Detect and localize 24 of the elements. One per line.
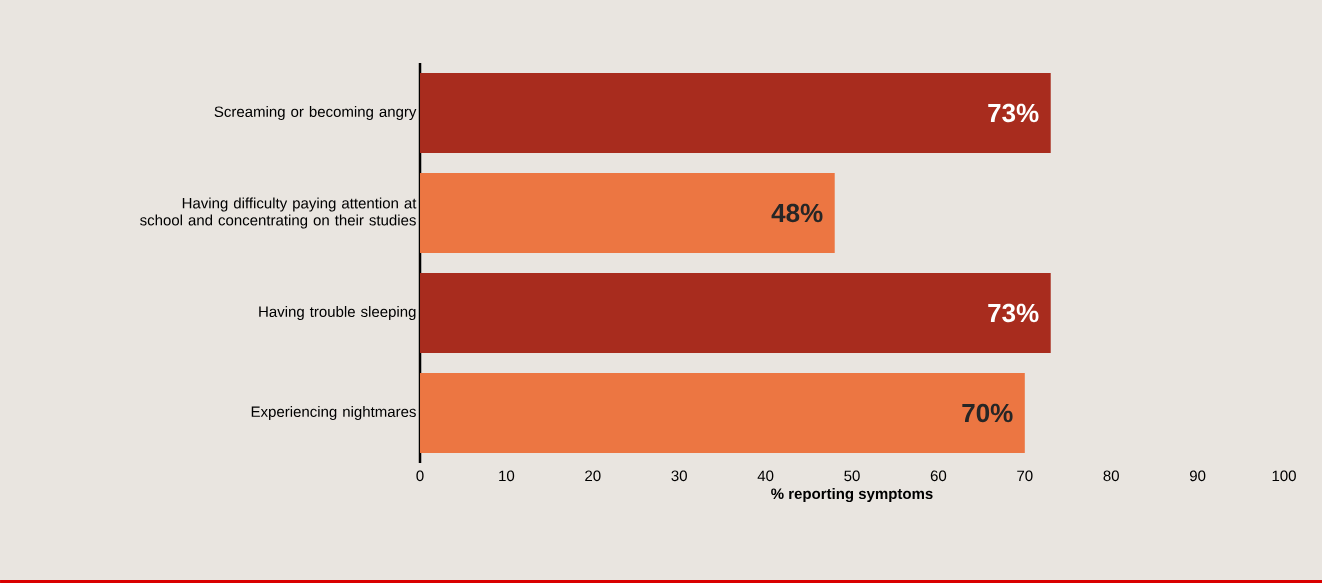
x-tick-label: 70 [1017, 470, 1033, 482]
y-tick-label: Having trouble sleeping [259, 306, 416, 320]
x-tick-label: 60 [930, 470, 947, 482]
data-label: 48% [771, 203, 823, 223]
x-tick-label: 40 [757, 470, 774, 482]
data-label: 73% [988, 103, 1039, 123]
x-tick-label: 30 [671, 470, 687, 482]
bar [420, 172, 835, 253]
x-tick-label: 50 [844, 470, 860, 482]
y-tick-label: Having difficulty paying attention at school and concentrating on their studies [140, 197, 417, 229]
bar [420, 372, 1025, 453]
y-tick-label: Experiencing nightmares [251, 406, 416, 420]
bar [420, 272, 1051, 353]
bar [420, 73, 1051, 153]
x-axis-title: % reporting symptoms [771, 488, 933, 503]
y-tick-label: Screaming or becoming angry [214, 106, 417, 120]
x-tick-label: 80 [1103, 470, 1119, 482]
data-label: 73% [988, 303, 1039, 323]
x-tick-label: 100 [1272, 470, 1296, 482]
x-tick-label: 20 [585, 470, 601, 482]
x-tick-label: 10 [499, 470, 515, 482]
x-tick-label: 0 [416, 470, 424, 482]
data-label: 70% [962, 403, 1013, 423]
x-tick-label: 90 [1189, 470, 1206, 482]
